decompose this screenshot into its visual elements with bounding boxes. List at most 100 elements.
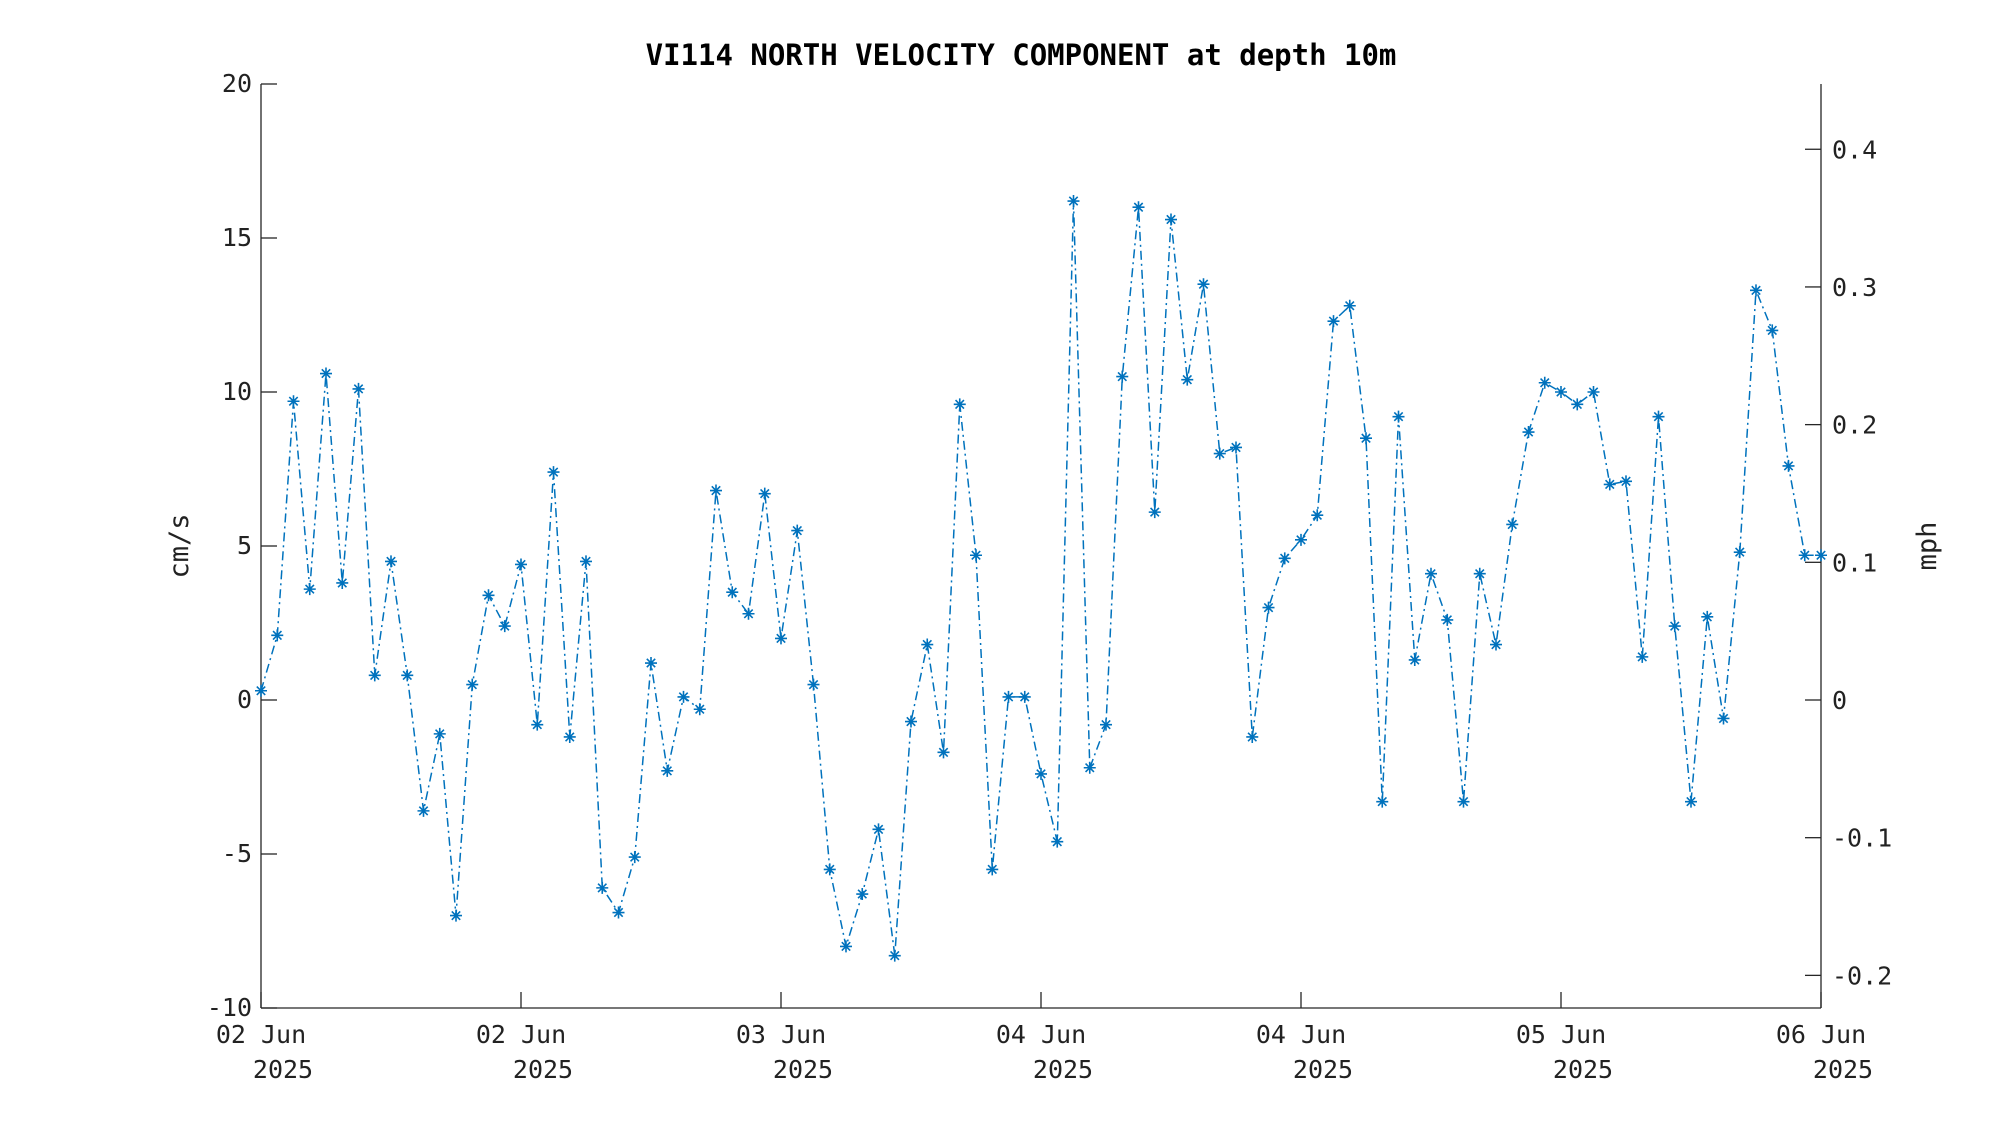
data-point xyxy=(791,524,804,537)
left-y-ticks: -10 -5 0 5 10 15 20 xyxy=(207,69,277,1022)
x-tick-label: 02 Jun xyxy=(476,1020,566,1049)
data-point xyxy=(1018,690,1031,703)
y2-tick-label: 0.3 xyxy=(1832,273,1877,302)
data-point xyxy=(1262,601,1275,614)
data-point xyxy=(1327,315,1340,328)
data-point xyxy=(1051,835,1064,848)
data-point xyxy=(1083,761,1096,774)
data-point xyxy=(1766,324,1779,337)
data-point xyxy=(677,690,690,703)
data-point xyxy=(303,583,316,596)
data-point xyxy=(840,940,852,953)
data-point xyxy=(1392,410,1405,423)
y-tick-label: 0 xyxy=(237,685,252,714)
data-point xyxy=(1132,201,1145,214)
data-point xyxy=(1473,567,1486,580)
data-point xyxy=(1733,546,1746,559)
chart-title: VI114 NORTH VELOCITY COMPONENT at depth … xyxy=(646,38,1397,72)
data-point xyxy=(1035,767,1047,780)
data-point xyxy=(921,638,934,651)
data-point xyxy=(1067,195,1080,208)
data-point xyxy=(498,620,511,633)
data-point xyxy=(1815,549,1827,562)
data-point xyxy=(1457,795,1470,808)
data-point xyxy=(320,367,332,380)
y-tick-label: 10 xyxy=(222,377,252,406)
data-point xyxy=(563,730,576,743)
data-point xyxy=(953,398,966,411)
data-point xyxy=(1522,426,1535,439)
data-point xyxy=(905,715,917,728)
data-point xyxy=(628,851,641,864)
x-tick-label: 04 Jun xyxy=(1256,1020,1346,1049)
x-tick-year-label: 2025 xyxy=(253,1055,313,1084)
data-point xyxy=(775,632,787,645)
data-point xyxy=(1538,376,1551,389)
data-point xyxy=(1148,506,1161,519)
y2-tick-label: 0 xyxy=(1832,686,1847,715)
data-point xyxy=(693,703,706,716)
data-point xyxy=(1750,284,1762,297)
y-tick-label: -10 xyxy=(207,993,252,1022)
data-point xyxy=(433,727,446,740)
data-point xyxy=(336,576,349,589)
data-point xyxy=(872,823,885,836)
data-point xyxy=(531,718,544,731)
data-point xyxy=(580,555,592,568)
data-point xyxy=(1181,373,1194,386)
data-point xyxy=(271,629,284,642)
data-point xyxy=(645,657,657,670)
data-point xyxy=(612,906,625,919)
x-tick-year-label: 2025 xyxy=(1813,1055,1873,1084)
data-point xyxy=(1295,533,1307,546)
data-point xyxy=(661,764,674,777)
data-point xyxy=(1197,278,1210,291)
data-point xyxy=(1490,638,1502,651)
x-tick-year-label: 2025 xyxy=(1033,1055,1093,1084)
data-point xyxy=(450,909,462,922)
data-point xyxy=(1620,475,1632,488)
data-point xyxy=(856,888,869,901)
data-point xyxy=(758,487,771,500)
data-point xyxy=(1441,613,1454,626)
data-point xyxy=(417,804,430,817)
data-point xyxy=(287,395,300,408)
y-axis-label: cm/s xyxy=(164,513,195,578)
x-ticks: 02 Jun 2025 02 Jun 2025 03 Jun 2025 04 Jun 2025… xyxy=(216,992,1873,1084)
data-point xyxy=(1116,370,1129,383)
data-point xyxy=(986,863,999,876)
data-point xyxy=(1002,690,1015,703)
data-point xyxy=(368,669,381,682)
data-point xyxy=(385,555,397,568)
y-tick-label: 5 xyxy=(237,531,252,560)
data-point xyxy=(1246,730,1259,743)
y-tick-label: -5 xyxy=(222,839,252,868)
y2-axis-label: mph xyxy=(1912,522,1943,571)
data-point xyxy=(1100,718,1112,731)
x-tick-year-label: 2025 xyxy=(513,1055,573,1084)
data-point xyxy=(1376,795,1389,808)
data-point xyxy=(1165,213,1177,226)
y2-tick-label: -0.2 xyxy=(1832,961,1892,990)
data-point xyxy=(1311,509,1324,522)
data-point xyxy=(823,863,836,876)
data-point xyxy=(970,549,982,562)
data-point xyxy=(710,484,722,497)
y-tick-label: 20 xyxy=(222,69,252,98)
data-point xyxy=(596,881,609,894)
data-point xyxy=(1717,712,1730,725)
plot-area xyxy=(255,195,1827,962)
data-point xyxy=(1603,478,1616,491)
data-point xyxy=(547,466,560,479)
data-point xyxy=(1668,620,1681,633)
x-tick-label: 06 Jun xyxy=(1776,1020,1866,1049)
data-point xyxy=(726,586,739,599)
series-line xyxy=(260,200,1821,956)
data-point xyxy=(255,684,267,697)
data-point xyxy=(401,669,414,682)
data-point xyxy=(1230,441,1242,454)
data-point xyxy=(1506,518,1519,531)
data-point xyxy=(1555,386,1567,398)
y-tick-label: 15 xyxy=(222,223,252,252)
